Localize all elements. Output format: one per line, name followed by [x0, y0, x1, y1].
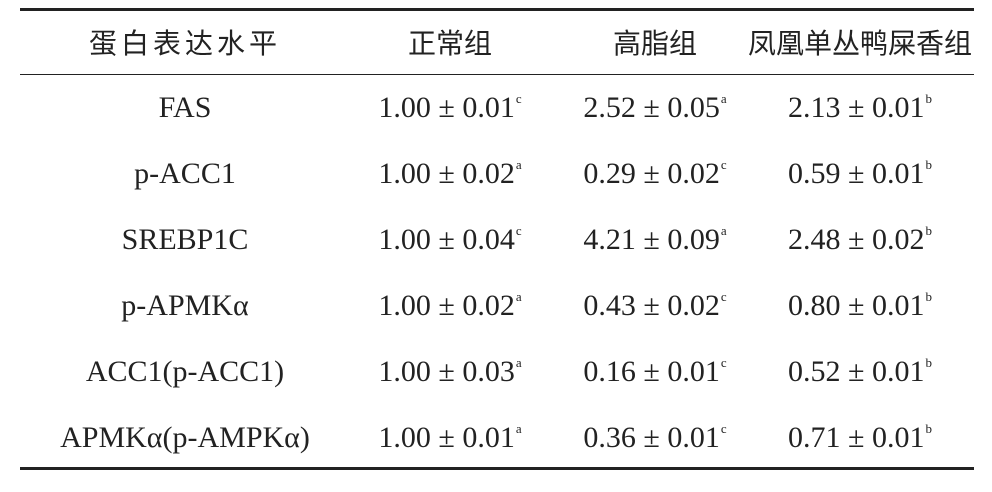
value-cell: 1.00 ± 0.04c [378, 223, 521, 257]
bottom-rule [20, 467, 974, 470]
value-text: 0.71 ± 0.01 [788, 421, 925, 454]
row-label: p-APMKα [121, 289, 249, 322]
value-text: 1.00 ± 0.01 [378, 91, 515, 124]
value-cell: 4.21 ± 0.09a [583, 223, 726, 257]
value-text: 2.13 ± 0.01 [788, 91, 925, 124]
value-cell: 2.13 ± 0.01b [788, 91, 932, 125]
value-text: 1.00 ± 0.02 [378, 157, 515, 190]
significance-letter: b [925, 289, 932, 304]
value-cell: 1.00 ± 0.02a [378, 157, 521, 191]
value-text: 0.52 ± 0.01 [788, 355, 925, 388]
value-text: 2.48 ± 0.02 [788, 223, 925, 256]
value-cell: 2.52 ± 0.05a [583, 91, 726, 125]
value-text: 0.80 ± 0.01 [788, 289, 925, 322]
value-cell: 0.52 ± 0.01b [788, 355, 932, 389]
header-cell: 正常组 [407, 27, 493, 60]
value-text: 0.29 ± 0.02 [583, 157, 720, 190]
header-rule [20, 74, 974, 75]
header-cell: 高脂组 [612, 27, 698, 60]
value-text: 0.16 ± 0.01 [583, 355, 720, 388]
value-cell: 1.00 ± 0.01c [378, 91, 521, 125]
significance-letter: a [515, 355, 522, 370]
value-cell: 0.29 ± 0.02c [583, 157, 726, 191]
value-text: 2.52 ± 0.05 [583, 91, 720, 124]
header-cell: 凤凰单丛鸭屎香组 [747, 27, 973, 60]
value-text: 0.36 ± 0.01 [583, 421, 720, 454]
significance-letter: a [515, 289, 522, 304]
value-cell: 0.36 ± 0.01c [583, 421, 726, 455]
significance-letter: a [720, 223, 727, 238]
value-cell: 0.43 ± 0.02c [583, 289, 726, 323]
significance-letter: b [925, 355, 932, 370]
value-cell: 0.71 ± 0.01b [788, 421, 932, 455]
row-label: SREBP1C [121, 223, 249, 256]
significance-letter: b [925, 421, 932, 436]
value-cell: 1.00 ± 0.01a [378, 421, 521, 455]
top-rule [20, 8, 974, 11]
value-text: 0.43 ± 0.02 [583, 289, 720, 322]
significance-letter: b [925, 223, 932, 238]
significance-letter: c [515, 223, 522, 238]
header-cell: 蛋白表达水平 [88, 27, 282, 60]
row-label: p-ACC1 [134, 157, 236, 190]
significance-letter: a [515, 157, 522, 172]
value-cell: 0.16 ± 0.01c [583, 355, 726, 389]
row-label: FAS [158, 91, 212, 124]
significance-letter: a [720, 91, 727, 106]
value-text: 1.00 ± 0.01 [378, 421, 515, 454]
significance-letter: a [515, 421, 522, 436]
value-cell: 0.80 ± 0.01b [788, 289, 932, 323]
value-text: 1.00 ± 0.04 [378, 223, 515, 256]
value-text: 4.21 ± 0.09 [583, 223, 720, 256]
value-cell: 0.59 ± 0.01b [788, 157, 932, 191]
value-text: 1.00 ± 0.03 [378, 355, 515, 388]
significance-letter: c [720, 355, 727, 370]
row-label: APMKα(p-AMPKα) [60, 421, 310, 454]
value-text: 0.59 ± 0.01 [788, 157, 925, 190]
significance-letter: b [925, 91, 932, 106]
value-cell: 1.00 ± 0.03a [378, 355, 521, 389]
significance-letter: c [515, 91, 522, 106]
significance-letter: c [720, 421, 727, 436]
significance-letter: c [720, 157, 727, 172]
value-cell: 1.00 ± 0.02a [378, 289, 521, 323]
significance-letter: b [925, 157, 932, 172]
significance-letter: c [720, 289, 727, 304]
value-text: 1.00 ± 0.02 [378, 289, 515, 322]
row-label: ACC1(p-ACC1) [85, 355, 285, 388]
value-cell: 2.48 ± 0.02b [788, 223, 932, 257]
